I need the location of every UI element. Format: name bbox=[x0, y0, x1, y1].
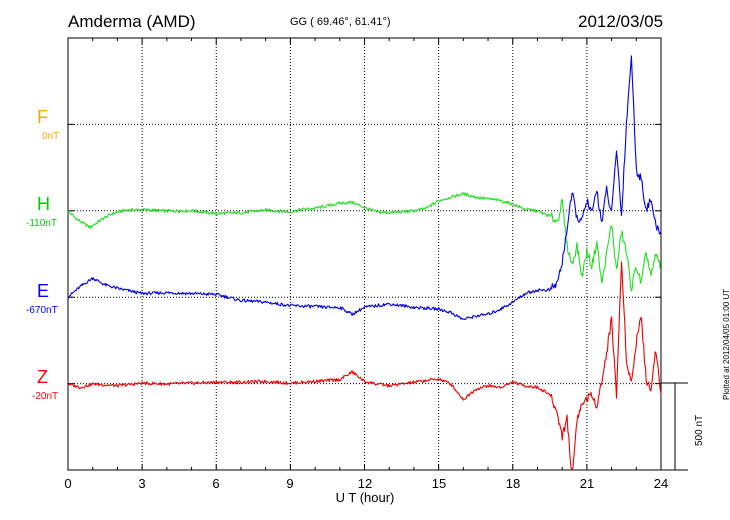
plotted-timestamp: Plotted at 2012/04/05 01:00 UT bbox=[722, 288, 730, 400]
trace-z bbox=[67, 261, 662, 470]
x-tick-label: 21 bbox=[579, 476, 595, 491]
x-tick-label: 6 bbox=[212, 476, 220, 491]
x-tick-label: 18 bbox=[505, 476, 521, 491]
component-letter-h: H bbox=[37, 194, 50, 214]
grid-lines bbox=[68, 38, 661, 470]
component-offset-z: -20nT bbox=[32, 391, 59, 402]
scale-bar bbox=[661, 382, 688, 471]
axis-ticks bbox=[67, 37, 662, 471]
x-tick-label: 3 bbox=[138, 476, 146, 491]
x-tick-label: 15 bbox=[431, 476, 447, 491]
component-offset-h: -110nT bbox=[26, 218, 57, 229]
component-offset-f: 0nT bbox=[42, 131, 60, 142]
station-coordinates: GG ( 69.46°, 61.41°) bbox=[290, 16, 391, 28]
component-letter-f: F bbox=[37, 107, 48, 127]
component-offset-e: -670nT bbox=[26, 305, 58, 316]
station-name: Amderma (AMD) bbox=[68, 12, 196, 31]
traces bbox=[67, 55, 662, 470]
x-tick-label: 24 bbox=[653, 476, 669, 491]
x-tick-label: 9 bbox=[286, 476, 294, 491]
x-axis-label: U T (hour) bbox=[335, 490, 395, 505]
scale-bar-label: 500 nT bbox=[694, 414, 705, 446]
component-letter-e: E bbox=[37, 281, 50, 301]
trace-e bbox=[67, 55, 662, 321]
component-letter-z: Z bbox=[37, 367, 48, 387]
x-tick-label: 12 bbox=[357, 476, 373, 491]
x-tick-label: 0 bbox=[64, 476, 72, 491]
plot-date: 2012/03/05 bbox=[578, 12, 664, 31]
trace-h bbox=[67, 192, 662, 292]
